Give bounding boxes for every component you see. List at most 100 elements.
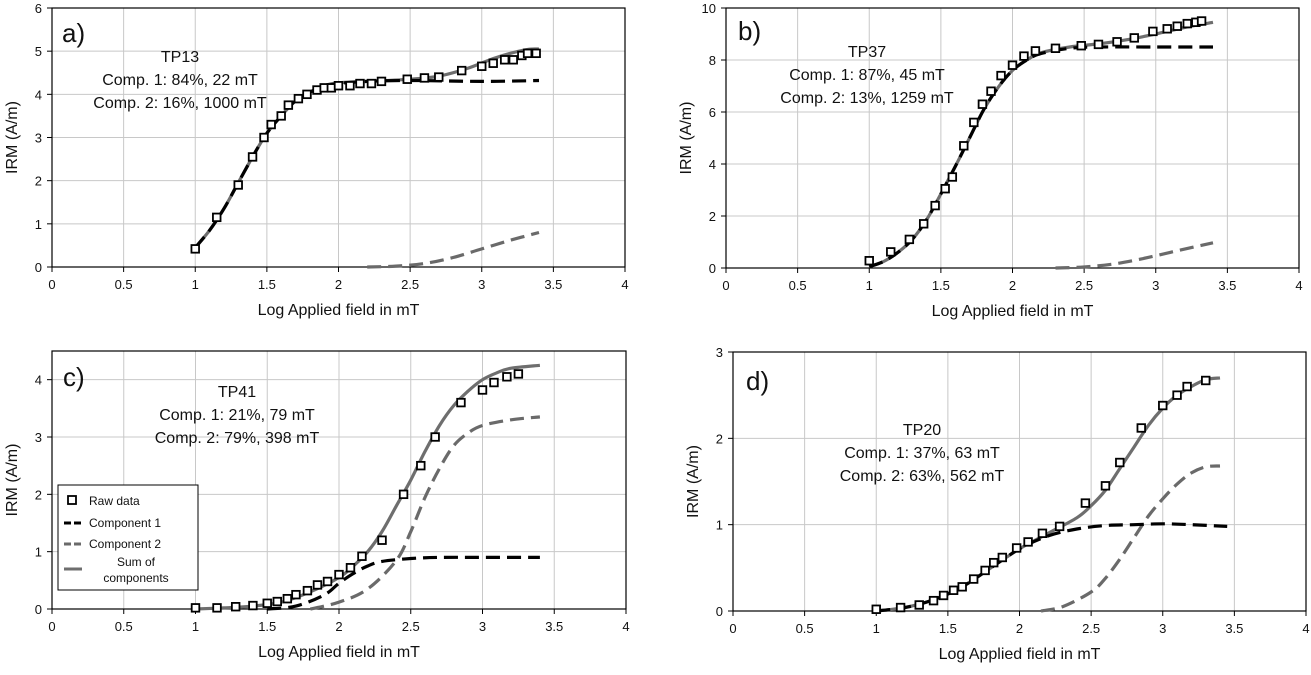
x-tick-label: 2 xyxy=(1009,278,1016,293)
raw-data-point xyxy=(266,119,276,130)
raw-data-point xyxy=(997,552,1008,563)
y-tick-label: 5 xyxy=(35,44,42,59)
component-2-summary: Comp. 2: 79%, 398 mT xyxy=(155,430,320,447)
raw-data-point xyxy=(212,212,222,223)
x-axis-label: Log Applied field in mT xyxy=(258,302,420,319)
raw-data-point xyxy=(402,74,412,84)
raw-data-point xyxy=(276,111,286,121)
raw-data-point xyxy=(456,65,467,76)
panel-label: a) xyxy=(62,18,85,48)
raw-data-point xyxy=(1007,60,1018,70)
plot-frame xyxy=(725,7,1300,269)
x-tick-label: 0.5 xyxy=(115,277,133,292)
raw-data-point xyxy=(928,595,939,606)
y-tick-label: 0 xyxy=(35,602,42,617)
raw-data-point xyxy=(247,152,258,162)
component-2-summary: Comp. 2: 63%, 562 mT xyxy=(840,468,1005,485)
raw-data-point xyxy=(531,48,541,59)
x-tick-label: 0 xyxy=(48,619,55,634)
raw-data-point xyxy=(434,72,444,82)
x-tick-label: 3 xyxy=(1152,278,1159,293)
x-tick-label: 0.5 xyxy=(115,619,133,634)
raw-data-point xyxy=(293,93,304,104)
raw-data-point xyxy=(1054,521,1065,532)
raw-data-point xyxy=(969,117,979,128)
component-1-summary: Comp. 1: 87%, 45 mT xyxy=(789,67,945,84)
raw-data-point xyxy=(291,589,301,600)
raw-data-point xyxy=(230,602,241,612)
legend-raw-marker xyxy=(67,495,77,505)
raw-data-point xyxy=(416,460,426,471)
raw-data-point xyxy=(508,55,518,65)
raw-data-point xyxy=(886,247,896,257)
y-tick-label: 0 xyxy=(716,604,723,619)
raw-data-point xyxy=(376,76,387,87)
x-tick-label: 1 xyxy=(866,278,873,293)
panel-d: 0 0.5 1 1.5 2 2.5 3 3.5 4 0 1 2 3 Log Applied field i… xyxy=(685,345,1310,663)
raw-data-point xyxy=(302,89,312,100)
raw-data-point xyxy=(272,596,282,607)
raw-data-point xyxy=(996,70,1006,81)
x-tick-label: 4 xyxy=(622,619,629,634)
x-tick-label: 0 xyxy=(722,278,729,293)
x-tick-label: 3.5 xyxy=(1218,278,1236,293)
raw-data-point xyxy=(1172,21,1182,31)
component-1-summary: Comp. 1: 37%, 63 mT xyxy=(844,445,1000,462)
raw-data-point xyxy=(499,55,510,65)
raw-data-point xyxy=(190,244,200,254)
raw-data-point xyxy=(248,600,258,611)
x-tick-label: 2 xyxy=(335,619,342,634)
x-tick-label: 1.5 xyxy=(258,277,276,292)
raw-data-point xyxy=(355,78,365,89)
x-tick-label: 3 xyxy=(1159,621,1166,636)
y-tick-label: 8 xyxy=(709,53,716,68)
raw-data-point xyxy=(1182,381,1192,392)
panel-label: b) xyxy=(738,16,761,46)
raw-data-point xyxy=(1093,39,1104,50)
raw-data-point xyxy=(977,99,988,109)
raw-data-point xyxy=(1129,33,1139,43)
component-1-summary: Comp. 1: 84%, 22 mT xyxy=(102,72,258,89)
raw-data-point xyxy=(871,604,881,614)
raw-data-point xyxy=(302,585,313,596)
panel-b: 0 0.5 1 1.5 2 2.5 3 3.5 4 0 2 4 6 8 10 Log Applied fiel… xyxy=(678,1,1303,320)
panel-c: 0 0.5 1 1.5 2 2.5 3 3.5 4 0 1 2 3 4 Log Applied field … xyxy=(4,350,630,661)
raw-data-point xyxy=(1019,51,1029,61)
raw-data-point xyxy=(864,256,874,266)
x-tick-label: 2.5 xyxy=(1082,621,1100,636)
y-tick-label: 0 xyxy=(709,261,716,276)
x-tick-label: 0 xyxy=(729,621,736,636)
legend-label-components: components xyxy=(103,571,168,585)
x-tick-label: 4 xyxy=(1295,278,1302,293)
x-tick-label: 3.5 xyxy=(544,277,562,292)
legend-label-component-1: Component 1 xyxy=(89,516,161,530)
panel-label: c) xyxy=(63,362,85,392)
plot-frame xyxy=(732,351,1307,612)
raw-data-point xyxy=(1115,457,1125,468)
legend-label-component-2: Component 2 xyxy=(89,537,161,551)
y-tick-label: 2 xyxy=(35,174,42,189)
raw-data-point xyxy=(190,603,201,613)
raw-data-point xyxy=(283,100,294,110)
x-tick-label: 2.5 xyxy=(401,277,419,292)
x-axis-label: Log Applied field in mT xyxy=(939,646,1101,663)
raw-data-point xyxy=(522,48,533,59)
x-tick-label: 0.5 xyxy=(789,278,807,293)
series-line-sum-of-components xyxy=(195,363,541,611)
raw-data-point xyxy=(398,489,409,500)
x-tick-label: 3.5 xyxy=(1225,621,1243,636)
raw-data-point xyxy=(345,563,356,573)
series-line-component-1 xyxy=(267,555,540,611)
raw-data-point xyxy=(1196,16,1207,26)
component-2-summary: Comp. 2: 16%, 1000 mT xyxy=(93,95,267,112)
y-tick-label: 2 xyxy=(716,431,723,446)
x-tick-label: 1 xyxy=(192,277,199,292)
raw-data-point xyxy=(1162,24,1172,34)
y-tick-label: 10 xyxy=(702,1,716,16)
raw-data-point xyxy=(986,86,996,96)
raw-data-point xyxy=(1112,37,1122,47)
raw-data-point xyxy=(968,574,979,584)
plot-frame xyxy=(51,7,626,268)
raw-data-point xyxy=(947,172,958,182)
